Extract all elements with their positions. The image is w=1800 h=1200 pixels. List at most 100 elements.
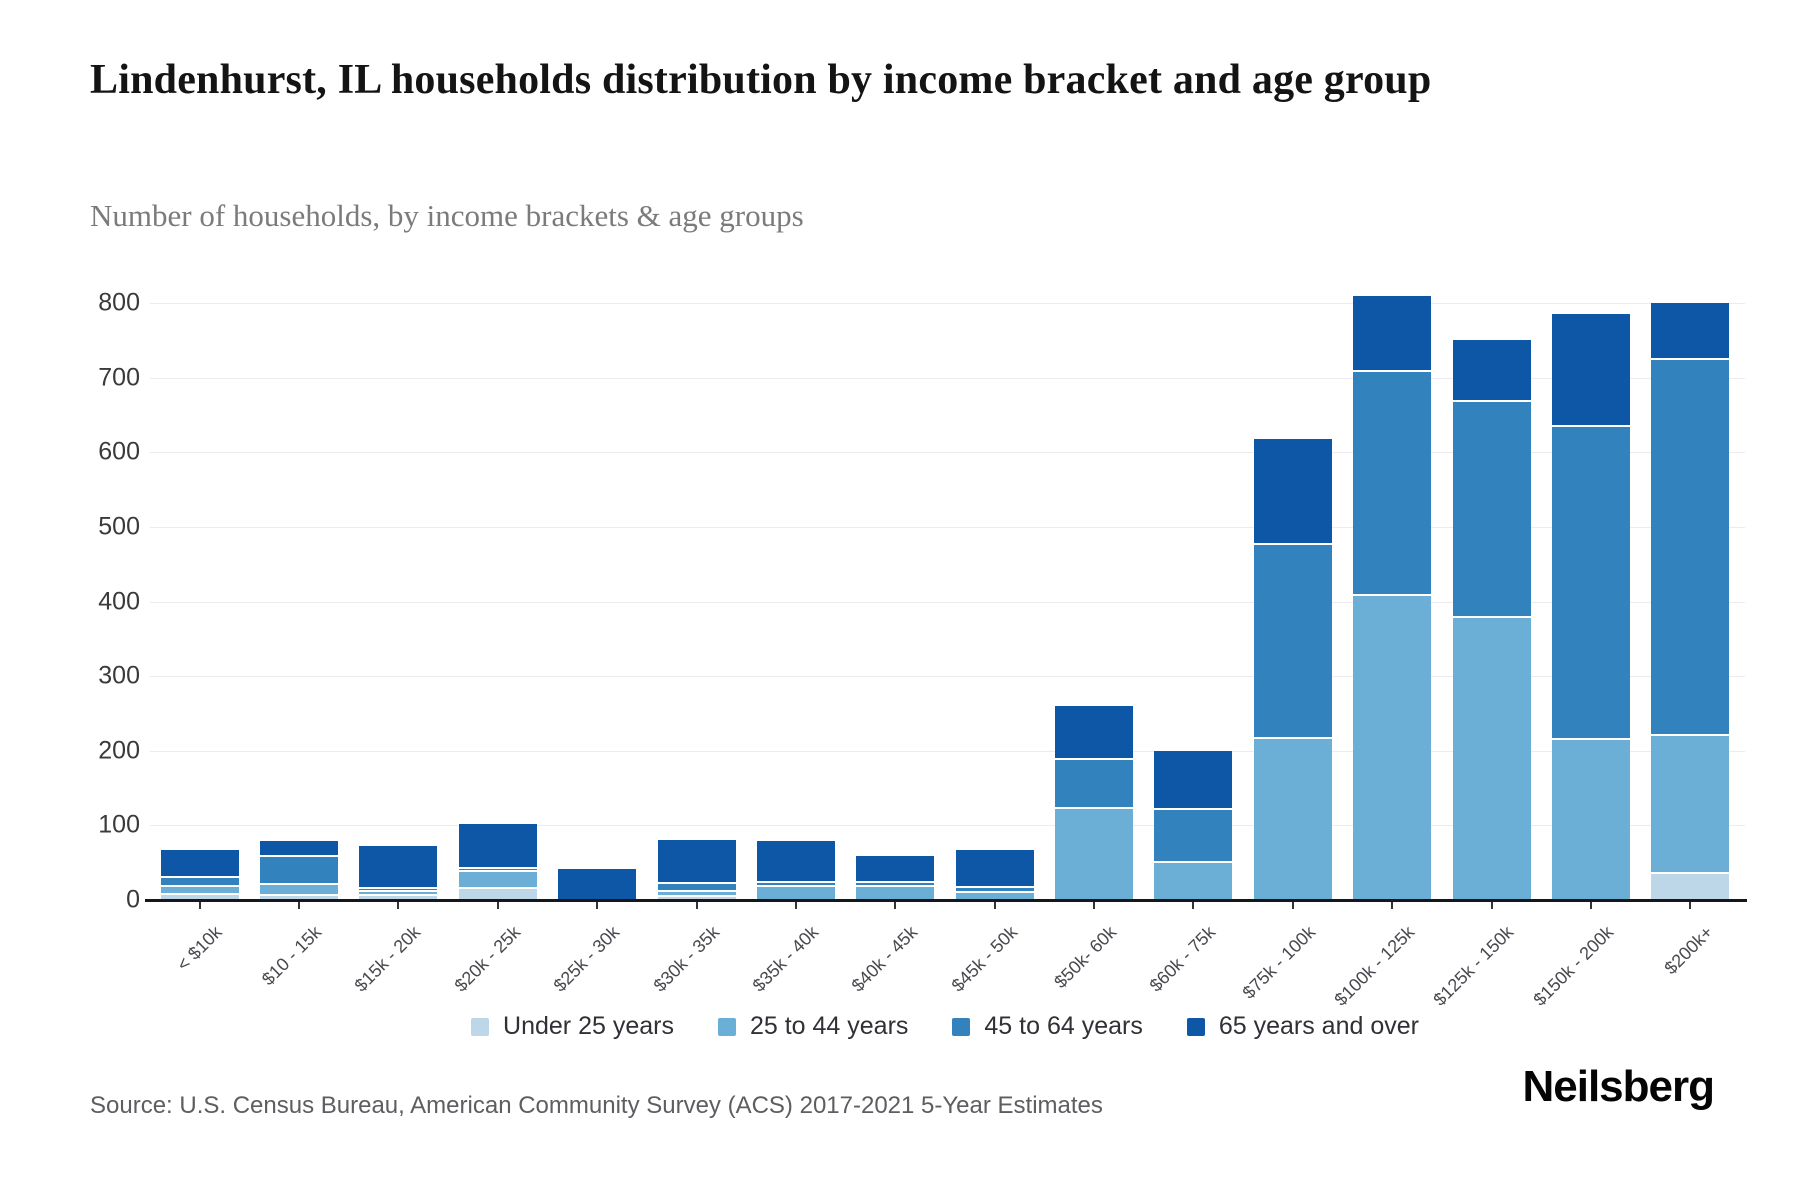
- y-axis-tick-label: 600: [98, 437, 140, 466]
- bar-segment[interactable]: [657, 894, 736, 900]
- bar-segment[interactable]: [1651, 871, 1730, 900]
- bar-segment[interactable]: [1651, 357, 1730, 735]
- bar--15k-20k[interactable]: [359, 845, 438, 900]
- bar-segment[interactable]: [1154, 808, 1233, 862]
- bar--45k-50k[interactable]: [955, 850, 1034, 900]
- x-axis-tick: [1391, 902, 1394, 909]
- bar-segment[interactable]: [1253, 737, 1332, 900]
- bar-segment[interactable]: [160, 876, 239, 886]
- bar-segment[interactable]: [260, 894, 339, 900]
- bar-segment[interactable]: [657, 840, 736, 883]
- x-axis-tick-label: < $10k: [173, 922, 226, 975]
- x-axis-tick-label: $20k - 25k: [450, 922, 524, 996]
- bar-segment[interactable]: [856, 855, 935, 881]
- bar-segment[interactable]: [1452, 340, 1531, 401]
- bar-segment[interactable]: [1154, 861, 1233, 900]
- legend-item[interactable]: Under 25 years: [471, 1012, 674, 1041]
- bar-segment[interactable]: [1551, 424, 1630, 739]
- bar--75k-100k[interactable]: [1253, 438, 1332, 900]
- bar-segment[interactable]: [260, 841, 339, 856]
- bar-segment[interactable]: [756, 841, 835, 881]
- bar--50k-60k[interactable]: [1055, 705, 1134, 900]
- x-axis-tick-label: $60k - 75k: [1145, 922, 1220, 996]
- bar-segment[interactable]: [1353, 295, 1432, 371]
- x-axis-tick: [993, 902, 996, 909]
- bar--30k-35k[interactable]: [657, 840, 736, 900]
- y-axis-tick-label: 400: [98, 587, 140, 615]
- legend-swatch-icon: [717, 1017, 736, 1036]
- bar-segment[interactable]: [1154, 750, 1233, 809]
- bar-segment[interactable]: [1651, 303, 1730, 358]
- bar-segment[interactable]: [1551, 314, 1630, 425]
- x-axis-tick: [1291, 902, 1294, 909]
- bar--10k[interactable]: [160, 850, 239, 900]
- bar--125k-150k[interactable]: [1452, 340, 1531, 900]
- bar--20k-25k[interactable]: [458, 823, 537, 900]
- x-axis-tick: [1490, 902, 1493, 909]
- bar-segment[interactable]: [955, 885, 1034, 892]
- bar-segment[interactable]: [955, 891, 1034, 900]
- bar-segment[interactable]: [1055, 758, 1134, 807]
- bar-segment[interactable]: [1055, 806, 1134, 900]
- y-axis-tick-label: 100: [98, 810, 140, 839]
- bar--60k-75k[interactable]: [1154, 750, 1233, 900]
- y-axis-tick-label: 300: [98, 661, 140, 690]
- bar-segment[interactable]: [558, 868, 637, 900]
- bar-segment[interactable]: [1353, 370, 1432, 595]
- bar-segment[interactable]: [856, 880, 935, 886]
- bar-segment[interactable]: [359, 886, 438, 891]
- bar-segment[interactable]: [657, 882, 736, 890]
- gridline: [150, 452, 1745, 454]
- bar-segment[interactable]: [359, 845, 438, 887]
- x-axis-tick-label: $30k - 35k: [649, 922, 723, 996]
- x-axis-tick: [198, 902, 201, 909]
- bar-segment[interactable]: [458, 823, 537, 868]
- x-axis-tick: [695, 902, 698, 909]
- bar-segment[interactable]: [955, 850, 1034, 886]
- bar-segment[interactable]: [359, 890, 438, 895]
- bar-segment[interactable]: [756, 880, 835, 886]
- bar-segment[interactable]: [1452, 616, 1531, 900]
- bar-segment[interactable]: [1253, 543, 1332, 738]
- bar-segment[interactable]: [657, 889, 736, 895]
- bar-segment[interactable]: [260, 882, 339, 895]
- x-axis-tick-label: $150k - 200k: [1529, 922, 1618, 1010]
- legend-label: 45 to 64 years: [984, 1012, 1143, 1040]
- bar-segment[interactable]: [260, 855, 339, 883]
- bar-segment[interactable]: [160, 892, 239, 900]
- legend-item[interactable]: 65 years and over: [1186, 1012, 1419, 1041]
- gridline: [150, 676, 1745, 678]
- bar-segment[interactable]: [756, 885, 835, 900]
- bar--35k-40k[interactable]: [756, 841, 835, 900]
- bar-segment[interactable]: [160, 850, 239, 877]
- x-axis-tick: [596, 902, 599, 909]
- x-axis-line: [145, 899, 1747, 902]
- bar--100k-125k[interactable]: [1353, 295, 1432, 900]
- bar-segment[interactable]: [856, 885, 935, 900]
- x-axis-tick: [1589, 902, 1592, 909]
- x-axis-tick: [298, 902, 301, 909]
- gridline: [150, 750, 1745, 752]
- x-axis-tick: [496, 902, 499, 909]
- bar-segment[interactable]: [160, 885, 239, 893]
- bar-segment[interactable]: [1452, 400, 1531, 617]
- bar-segment[interactable]: [1055, 705, 1134, 759]
- legend-item[interactable]: 25 to 44 years: [717, 1012, 908, 1041]
- bar--150k-200k[interactable]: [1551, 314, 1630, 900]
- bar-segment[interactable]: [458, 887, 537, 900]
- bar--25k-30k[interactable]: [558, 868, 637, 900]
- legend-item[interactable]: 45 to 64 years: [952, 1012, 1143, 1041]
- x-axis-tick-label: $25k - 30k: [549, 922, 624, 996]
- x-axis-tick: [894, 902, 897, 909]
- bar-segment[interactable]: [458, 870, 537, 888]
- bar-segment[interactable]: [1651, 734, 1730, 872]
- bar-segment[interactable]: [1353, 594, 1432, 900]
- bar-segment[interactable]: [1551, 738, 1630, 900]
- bar-segment[interactable]: [1253, 438, 1332, 544]
- bar-segment[interactable]: [458, 867, 537, 871]
- bar--200k-[interactable]: [1651, 303, 1730, 900]
- bar--40k-45k[interactable]: [856, 855, 935, 900]
- bar-segment[interactable]: [359, 894, 438, 900]
- bar--10-15k[interactable]: [260, 841, 339, 900]
